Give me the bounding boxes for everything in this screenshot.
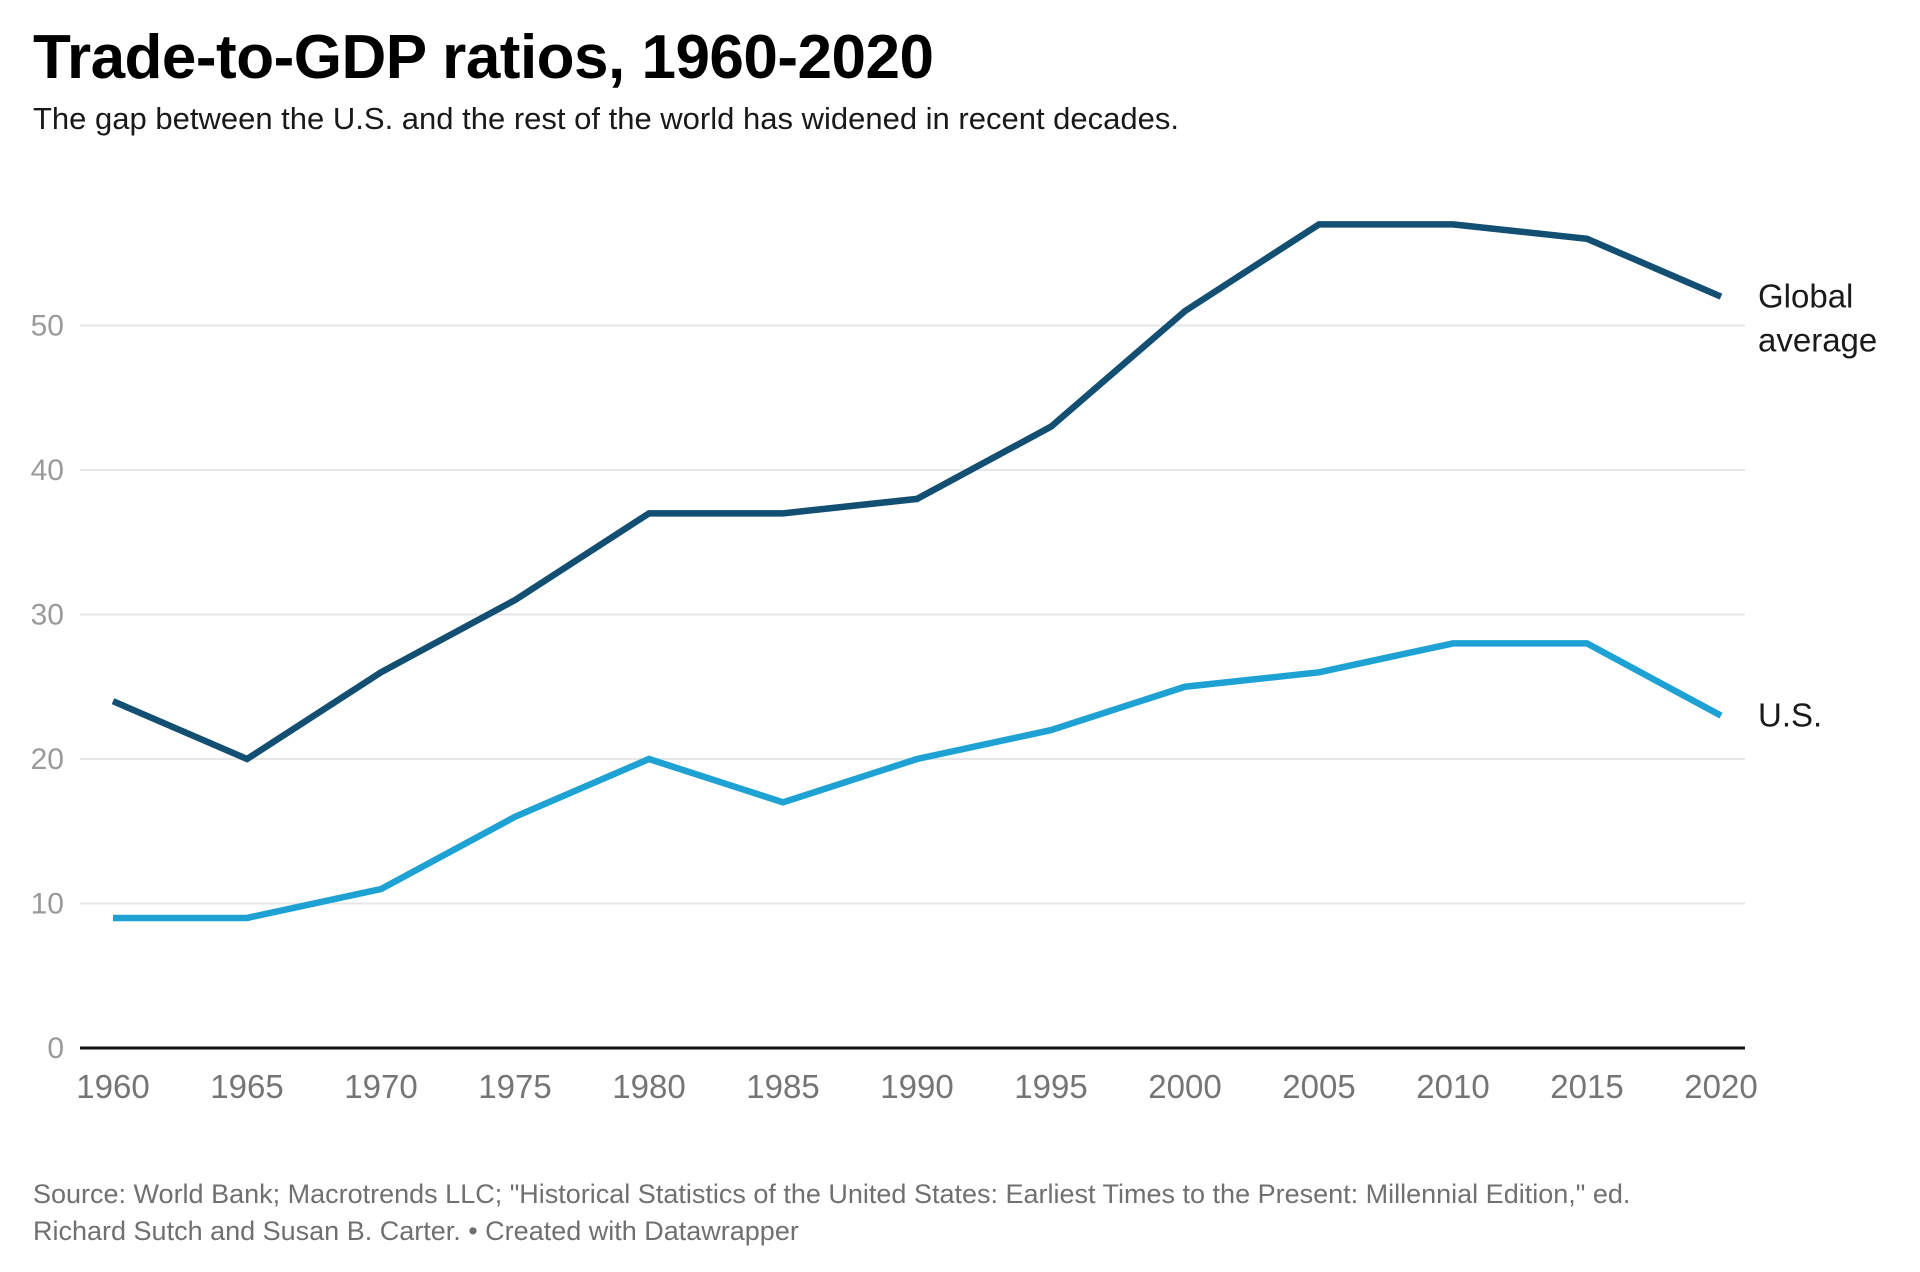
x-axis-label: 1985 <box>746 1068 819 1105</box>
y-axis-label: 40 <box>31 454 64 487</box>
y-axis-label: 0 <box>47 1032 64 1065</box>
y-axis-label: 20 <box>31 743 64 776</box>
series-label: U.S. <box>1758 697 1822 734</box>
chart-subtitle: The gap between the U.S. and the rest of… <box>33 101 1180 136</box>
x-axis-label: 1965 <box>210 1068 283 1105</box>
x-axis-label: 1975 <box>478 1068 551 1105</box>
x-axis-label: 2015 <box>1550 1068 1623 1105</box>
series-line-global-average <box>111 221 1723 763</box>
y-axis-label: 30 <box>31 599 64 632</box>
source-line-2: Richard Sutch and Susan B. Carter. • Cre… <box>33 1216 799 1246</box>
x-axis-label: 1970 <box>344 1068 417 1105</box>
series-label: Global average <box>1758 278 1877 359</box>
x-axis-label: 1995 <box>1014 1068 1087 1105</box>
y-axis-label: 10 <box>31 888 64 921</box>
x-axis-label: 2000 <box>1148 1068 1221 1105</box>
x-axis-label: 1980 <box>612 1068 685 1105</box>
x-axis-label: 1960 <box>76 1068 149 1105</box>
source-note: Source: World Bank; Macrotrends LLC; "Hi… <box>33 1176 1903 1250</box>
y-axis-label: 50 <box>31 310 64 343</box>
x-axis-label: 2020 <box>1684 1068 1757 1105</box>
x-axis-label: 2010 <box>1416 1068 1489 1105</box>
x-axis-label: 2005 <box>1282 1068 1355 1105</box>
source-line-1: Source: World Bank; Macrotrends LLC; "Hi… <box>33 1179 1631 1209</box>
series-line-u-s <box>113 640 1723 922</box>
x-axis-label: 1990 <box>880 1068 953 1105</box>
chart-title: Trade-to-GDP ratios, 1960-2020 <box>33 23 934 92</box>
